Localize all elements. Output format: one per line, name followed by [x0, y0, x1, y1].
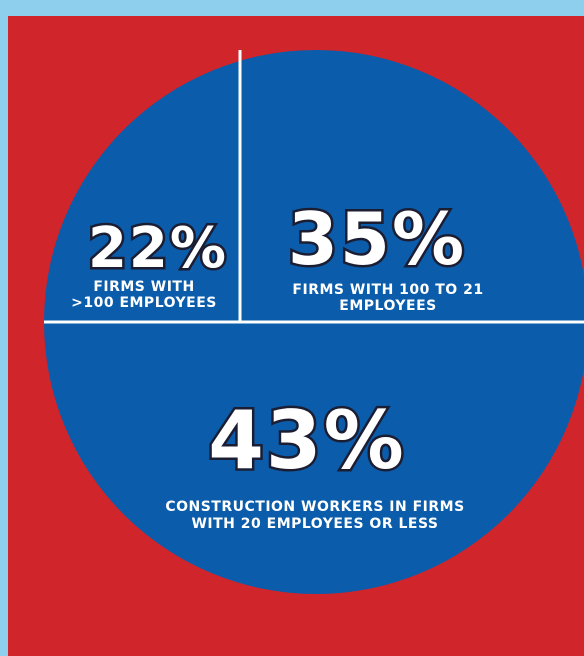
slice-43-percent: 43%: [208, 394, 405, 487]
slice-43-label-line-1: CONSTRUCTION WORKERS IN FIRMS: [165, 499, 464, 515]
slice-35-label-line-1: FIRMS WITH 100 TO 21: [292, 282, 483, 298]
slice-22-label-line-2: >100 EMPLOYEES: [71, 295, 217, 311]
slice-22-label-line-1: FIRMS WITH: [93, 279, 194, 295]
slice-43-label-line-2: WITH 20 EMPLOYEES OR LESS: [191, 516, 438, 532]
slice-22-percent: 22%: [88, 216, 228, 281]
slice-35-label-line-2: EMPLOYEES: [339, 298, 436, 314]
slice-35-percent: 35%: [288, 197, 466, 281]
